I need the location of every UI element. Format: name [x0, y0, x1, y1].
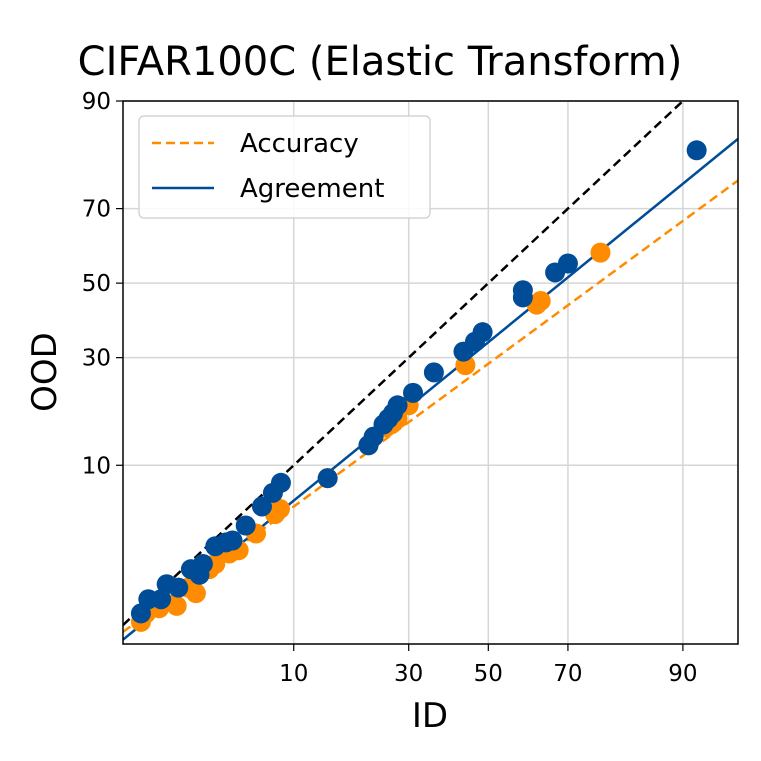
chart-title: CIFAR100C (Elastic Transform) [78, 39, 683, 85]
x-axis-label: ID [412, 696, 448, 736]
y-tick-label: 70 [82, 197, 111, 223]
point-accuracy [590, 242, 611, 263]
point-agreement [686, 140, 707, 161]
point-accuracy [530, 290, 551, 311]
point-agreement [387, 395, 408, 416]
legend-accuracy-label: Accuracy [240, 129, 359, 159]
point-accuracy [166, 595, 187, 616]
data-points [130, 140, 707, 632]
point-agreement [222, 530, 243, 551]
point-agreement [151, 589, 172, 610]
axis-ticks: 10 30 50 70 90 10 30 50 70 90 [82, 89, 698, 687]
x-tick-label: 70 [553, 661, 582, 687]
x-tick-label: 50 [474, 661, 503, 687]
y-tick-label: 10 [82, 453, 111, 479]
x-tick-label: 30 [394, 661, 423, 687]
y-axis-label: OOD [25, 332, 65, 412]
point-agreement [192, 553, 213, 574]
reference-line-y-equals-x [123, 101, 685, 626]
point-accuracy [185, 583, 206, 604]
point-agreement [251, 496, 272, 517]
y-tick-label: 90 [82, 89, 111, 115]
y-tick-label: 50 [82, 271, 111, 297]
point-agreement [235, 515, 256, 536]
point-agreement [403, 382, 424, 403]
point-agreement [472, 322, 493, 343]
x-tick-label: 90 [668, 661, 697, 687]
legend-agreement-label: Agreement [240, 174, 384, 204]
point-agreement [317, 468, 338, 489]
point-accuracy [269, 498, 290, 519]
point-agreement [557, 253, 578, 274]
legend: Accuracy Agreement [138, 115, 431, 219]
plot-frame [122, 100, 739, 645]
legend-box [138, 115, 431, 219]
point-agreement [168, 577, 189, 598]
point-agreement [512, 280, 533, 301]
point-agreement [270, 472, 291, 493]
y-tick-label: 30 [82, 346, 111, 372]
x-tick-label: 10 [279, 661, 308, 687]
point-agreement [423, 362, 444, 383]
